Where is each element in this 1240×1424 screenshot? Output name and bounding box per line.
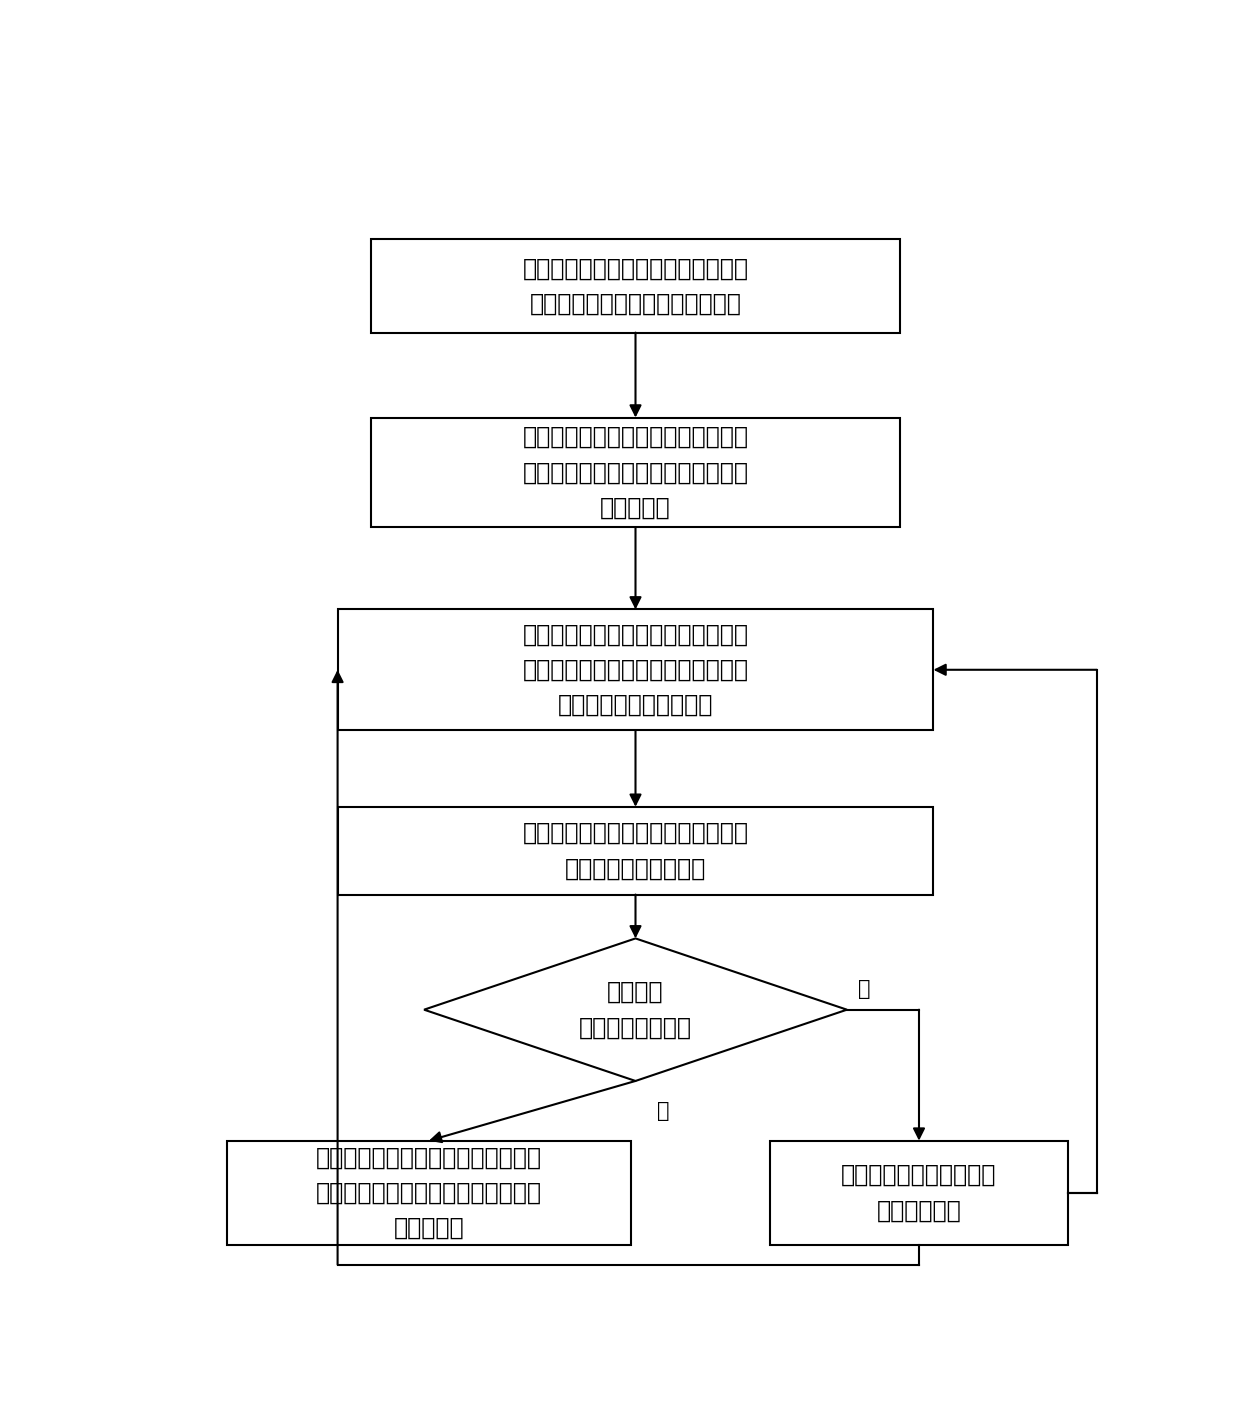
- Bar: [371, 239, 900, 333]
- Text: 是: 是: [657, 1101, 670, 1121]
- Text: 将所述识别数据与预存数据进行比对
以得到二者的相似度值: 将所述识别数据与预存数据进行比对 以得到二者的相似度值: [522, 822, 749, 880]
- Text: 否: 否: [858, 978, 870, 998]
- Polygon shape: [424, 938, 847, 1081]
- Bar: [227, 1141, 631, 1245]
- Text: 依次除去物料块中的铁磁性杂质和轻
质废料，将多个物料块送至传送设备
的传送板上: 依次除去物料块中的铁磁性杂质和轻 质废料，将多个物料块送至传送设备 的传送板上: [522, 424, 749, 520]
- Bar: [337, 807, 934, 894]
- Text: 通过传送板将当前物料块
继续向前传送: 通过传送板将当前物料块 继续向前传送: [841, 1163, 997, 1222]
- Bar: [371, 417, 900, 527]
- Text: 确定出待被分选的物料块，将其作为
当前物料块，并对当前物料块进行特
征识别，以得到识别数据: 确定出待被分选的物料块，将其作为 当前物料块，并对当前物料块进行特 征识别，以得…: [522, 622, 749, 718]
- Text: 相似度值
大于或等于阈值？: 相似度值 大于或等于阈值？: [579, 980, 692, 1040]
- Text: 自动驱动当前物料块下方的传送板的
导料闸门开启，使当前物料自导料闸
门向下漏出: 自动驱动当前物料块下方的传送板的 导料闸门开启，使当前物料自导料闸 门向下漏出: [316, 1145, 542, 1240]
- Bar: [337, 609, 934, 731]
- Bar: [770, 1141, 1068, 1245]
- Text: 通过破碎机对建筑垃圾进行破碎处理
所述建筑垃圾被破碎成多个物料块: 通过破碎机对建筑垃圾进行破碎处理 所述建筑垃圾被破碎成多个物料块: [522, 256, 749, 316]
